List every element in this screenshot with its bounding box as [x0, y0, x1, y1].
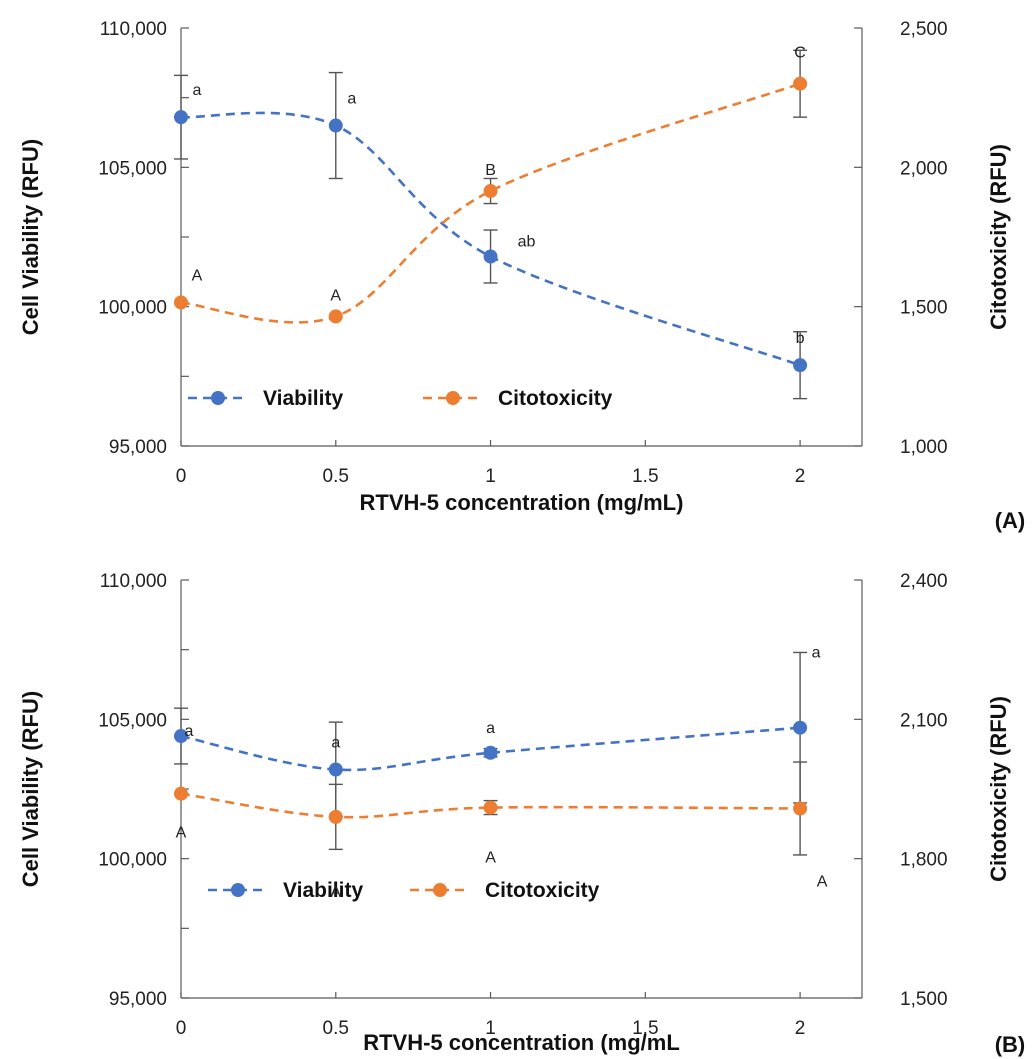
- chart-panel-2: 95,000 100,000 105,000 110,000 1,500 1,800 2,1…: [18, 571, 1025, 1057]
- panel-label: (A): [995, 508, 1026, 533]
- legend-label: Citotoxicity: [498, 387, 613, 410]
- data-point: [174, 110, 188, 125]
- x-tick-label: 1: [485, 1018, 496, 1039]
- y-left-tick-label: 100,000: [98, 298, 167, 319]
- y-right-tick-label: 2,500: [900, 19, 948, 40]
- y-right-tick-label: 2,400: [900, 571, 948, 592]
- chart-panel-1: 95,000 100,000 105,000 110,000 1,000 1,500 2,0…: [18, 19, 1025, 533]
- data-point: [328, 118, 343, 133]
- y-right-tick-label: 2,000: [900, 158, 948, 179]
- significance-label: B: [485, 162, 496, 179]
- legend-entry-viability: Viability: [188, 387, 343, 410]
- series-viability: a a a a: [174, 645, 821, 818]
- x-axis-title: RTVH-5 concentration (mg/mL: [363, 1030, 680, 1055]
- y-left-tick-label: 95,000: [109, 989, 167, 1010]
- y-axis-left-title: Cell Viability (RFU): [18, 139, 43, 335]
- y-right-tick-label: 1,500: [900, 298, 948, 319]
- significance-label: a: [185, 723, 194, 740]
- series-line: [180, 792, 801, 819]
- data-point: [793, 76, 808, 91]
- legend-marker: [446, 391, 460, 405]
- y-left-tick-label: 95,000: [109, 437, 167, 458]
- significance-label: a: [347, 91, 356, 108]
- x-tick-label: 0.5: [323, 1018, 349, 1039]
- y-right-tick-label: 1,800: [900, 850, 948, 871]
- legend-entry-viability: Viability: [208, 879, 363, 902]
- legend-marker: [433, 883, 447, 897]
- significance-label: a: [331, 734, 340, 751]
- data-point: [793, 720, 808, 735]
- series-line: [180, 111, 801, 367]
- data-point: [483, 745, 498, 760]
- x-tick-label: 2: [795, 466, 806, 487]
- y-right-tick-label: 1,500: [900, 989, 948, 1010]
- significance-label: C: [794, 45, 806, 62]
- series-citotoxicity: A A A A: [174, 761, 828, 901]
- legend-label: Citotoxicity: [485, 879, 600, 902]
- y-left-tick-label: 100,000: [98, 850, 167, 871]
- y-left-tick-label: 105,000: [98, 158, 167, 179]
- significance-label: a: [193, 82, 202, 99]
- x-tick-label: 0: [176, 1018, 187, 1039]
- series-line: [180, 82, 801, 324]
- data-point: [328, 309, 343, 324]
- significance-label: A: [817, 874, 828, 891]
- y-axis-left-title: Cell Viability (RFU): [18, 691, 43, 887]
- legend-entry-citotoxicity: Citotoxicity: [410, 879, 600, 902]
- y-axis-right-title: Citotoxicity (RFU): [986, 144, 1011, 330]
- y-right-tick-label: 2,100: [900, 710, 948, 731]
- y-left-tick-label: 110,000: [100, 19, 167, 40]
- significance-label: a: [486, 720, 495, 737]
- legend-label: Viability: [263, 387, 343, 410]
- significance-label: A: [485, 850, 496, 867]
- panel-label: (B): [995, 1032, 1026, 1057]
- y-left-tick-label: 110,000: [100, 571, 167, 592]
- legend-label: Viability: [283, 879, 363, 902]
- significance-label: A: [330, 884, 341, 901]
- x-tick-label: 1.5: [632, 466, 658, 487]
- data-point: [174, 295, 188, 310]
- data-point: [328, 809, 343, 824]
- data-point: [174, 786, 188, 801]
- legend-marker: [231, 883, 245, 897]
- significance-label: A: [176, 825, 187, 842]
- y-left-tick-label: 105,000: [98, 710, 167, 731]
- series-citotoxicity: A A B C: [174, 45, 808, 324]
- x-tick-label: 1.5: [632, 1018, 658, 1039]
- data-point: [793, 358, 808, 373]
- x-tick-label: 1: [485, 466, 496, 487]
- significance-label: ab: [518, 234, 536, 251]
- significance-label: A: [330, 287, 341, 304]
- y-right-tick-label: 1,000: [900, 437, 948, 458]
- significance-label: a: [812, 645, 821, 662]
- significance-label: b: [796, 330, 805, 347]
- y-axis-right-title: Citotoxicity (RFU): [986, 696, 1011, 882]
- data-point: [483, 184, 498, 199]
- x-tick-label: 0.5: [323, 466, 349, 487]
- x-tick-label: 2: [795, 1018, 806, 1039]
- data-point: [483, 249, 498, 264]
- x-tick-label: 0: [176, 466, 187, 487]
- data-point: [328, 762, 343, 777]
- data-point: [793, 801, 808, 816]
- data-point: [174, 729, 188, 744]
- series-viability: a a ab b: [174, 71, 808, 400]
- legend-marker: [211, 391, 225, 405]
- significance-label: A: [192, 267, 203, 284]
- series-line: [180, 726, 801, 772]
- x-axis-title: RTVH-5 concentration (mg/mL): [360, 490, 684, 515]
- data-point: [483, 800, 498, 815]
- legend-entry-citotoxicity: Citotoxicity: [423, 387, 613, 410]
